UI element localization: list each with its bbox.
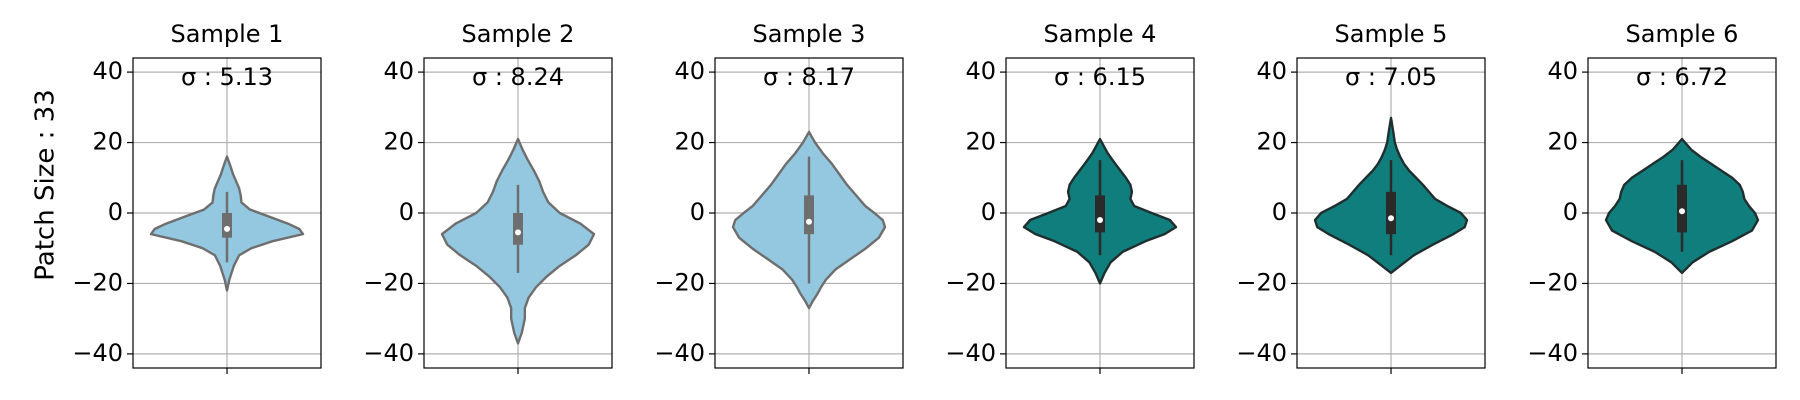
violin-panel-4: −40 −20 0 20 40 Sample 4 σ : 6.15 <box>945 20 1195 374</box>
violin-iqr-box <box>222 213 232 238</box>
sigma-annotation: σ : 5.13 <box>181 63 273 91</box>
y-tick-label: 40 <box>383 57 414 85</box>
y-tick-label: −20 <box>654 268 705 296</box>
violin-panel-6: −40 −20 0 20 40 Sample 6 σ : 6.72 <box>1527 20 1777 374</box>
y-tick-label: 40 <box>92 57 123 85</box>
y-tick-label: 0 <box>399 198 414 226</box>
y-tick-label: 0 <box>690 198 705 226</box>
y-tick-label: −40 <box>72 339 123 367</box>
panel-title: Sample 4 <box>1044 20 1157 48</box>
violin-median <box>1388 215 1394 222</box>
violin-median <box>515 229 521 236</box>
y-tick-label: −40 <box>945 339 996 367</box>
y-tick-label: −20 <box>1527 268 1578 296</box>
y-tick-label: −40 <box>654 339 705 367</box>
y-tick-label: −40 <box>1527 339 1578 367</box>
violin-panels: −40 −20 0 20 40 Sample 1 σ : 5.13 −40 −20 0 20 40 Sa… <box>72 20 1777 374</box>
violin-iqr-box <box>1095 195 1105 233</box>
y-tick-label: −20 <box>945 268 996 296</box>
sigma-annotation: σ : 7.05 <box>1345 63 1437 91</box>
panel-title: Sample 3 <box>753 20 866 48</box>
violin-panel-5: −40 −20 0 20 40 Sample 5 σ : 7.05 <box>1236 20 1486 374</box>
violin-median <box>1097 217 1103 224</box>
y-tick-label: 40 <box>1547 57 1578 85</box>
y-tick-label: 20 <box>92 128 123 156</box>
y-tick-label: 40 <box>1256 57 1287 85</box>
y-tick-label: −20 <box>1236 268 1287 296</box>
panel-title: Sample 1 <box>171 20 284 48</box>
y-tick-label: −40 <box>363 339 414 367</box>
violin-median <box>224 225 230 232</box>
y-tick-label: −20 <box>72 268 123 296</box>
panel-title: Sample 2 <box>462 20 575 48</box>
violin-median <box>806 218 812 225</box>
sigma-annotation: σ : 6.72 <box>1636 63 1728 91</box>
panel-title: Sample 6 <box>1626 20 1739 48</box>
violin-panel-1: −40 −20 0 20 40 Sample 1 σ : 5.13 <box>72 20 322 374</box>
y-tick-label: 20 <box>383 128 414 156</box>
sigma-annotation: σ : 8.17 <box>763 63 855 91</box>
y-tick-label: 0 <box>1272 198 1287 226</box>
panel-title: Sample 5 <box>1335 20 1448 48</box>
violin-panel-3: −40 −20 0 20 40 Sample 3 σ : 8.17 <box>654 20 904 374</box>
y-tick-label: −20 <box>363 268 414 296</box>
sigma-annotation: σ : 6.15 <box>1054 63 1146 91</box>
y-tick-label: 40 <box>674 57 705 85</box>
y-tick-label: 20 <box>674 128 705 156</box>
sigma-annotation: σ : 8.24 <box>472 63 564 91</box>
y-tick-label: 20 <box>1547 128 1578 156</box>
y-tick-label: −40 <box>1236 339 1287 367</box>
y-tick-label: 20 <box>1256 128 1287 156</box>
violin-iqr-box <box>804 195 814 235</box>
violin-median <box>1679 208 1685 215</box>
figure-ylabel: Patch Size : 33 <box>31 89 61 280</box>
violin-iqr-box <box>1386 191 1396 235</box>
y-tick-label: 0 <box>981 198 996 226</box>
violin-panel-2: −40 −20 0 20 40 Sample 2 σ : 8.24 <box>363 20 613 374</box>
y-tick-label: 20 <box>965 128 996 156</box>
y-tick-label: 0 <box>108 198 123 226</box>
y-tick-label: 40 <box>965 57 996 85</box>
y-tick-label: 0 <box>1563 198 1578 226</box>
violin-iqr-box <box>513 213 523 245</box>
